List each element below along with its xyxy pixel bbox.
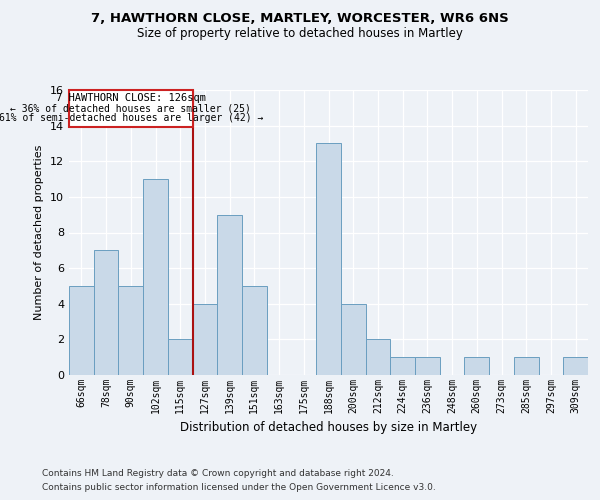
Text: 61% of semi-detached houses are larger (42) →: 61% of semi-detached houses are larger (… <box>0 114 263 124</box>
Text: ← 36% of detached houses are smaller (25): ← 36% of detached houses are smaller (25… <box>10 104 251 114</box>
Bar <box>118 286 143 375</box>
X-axis label: Distribution of detached houses by size in Martley: Distribution of detached houses by size … <box>180 422 477 434</box>
Bar <box>168 340 193 375</box>
Bar <box>415 357 440 375</box>
Text: Contains HM Land Registry data © Crown copyright and database right 2024.: Contains HM Land Registry data © Crown c… <box>42 468 394 477</box>
Text: 7, HAWTHORN CLOSE, MARTLEY, WORCESTER, WR6 6NS: 7, HAWTHORN CLOSE, MARTLEY, WORCESTER, W… <box>91 12 509 26</box>
Bar <box>143 179 168 375</box>
Text: Size of property relative to detached houses in Martley: Size of property relative to detached ho… <box>137 28 463 40</box>
Bar <box>464 357 489 375</box>
Bar <box>316 144 341 375</box>
Bar <box>563 357 588 375</box>
Bar <box>217 214 242 375</box>
Bar <box>242 286 267 375</box>
Text: 7 HAWTHORN CLOSE: 126sqm: 7 HAWTHORN CLOSE: 126sqm <box>56 93 206 103</box>
Bar <box>69 286 94 375</box>
Bar <box>341 304 365 375</box>
Text: Contains public sector information licensed under the Open Government Licence v3: Contains public sector information licen… <box>42 484 436 492</box>
Y-axis label: Number of detached properties: Number of detached properties <box>34 145 44 320</box>
Bar <box>365 340 390 375</box>
FancyBboxPatch shape <box>69 90 193 126</box>
Bar <box>390 357 415 375</box>
Bar <box>193 304 217 375</box>
Bar <box>514 357 539 375</box>
Bar <box>94 250 118 375</box>
